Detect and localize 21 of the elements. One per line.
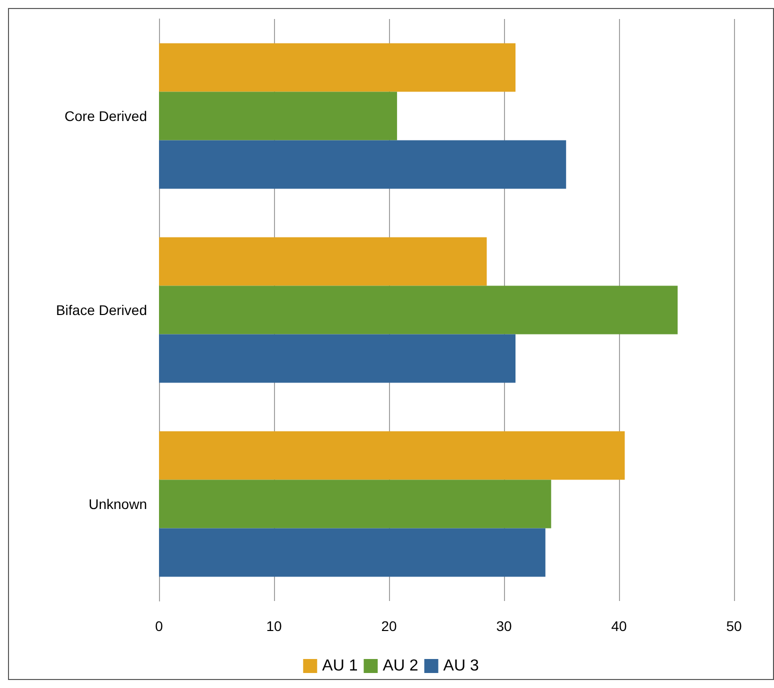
x-tick-label: 30 — [496, 618, 512, 634]
bar — [159, 92, 398, 140]
x-tick-label: 20 — [381, 618, 397, 634]
legend-label: AU 3 — [443, 658, 479, 674]
bar — [159, 43, 516, 92]
x-tick-label: 0 — [155, 618, 164, 634]
bar — [159, 237, 487, 286]
bar — [159, 480, 552, 528]
bar — [159, 528, 546, 577]
y-tick-label: Biface Derived — [56, 302, 147, 318]
x-tick-label: 50 — [726, 618, 742, 634]
x-tick-label: 40 — [611, 618, 627, 634]
x-tick-label: 10 — [266, 618, 282, 634]
y-tick-label: Unknown — [88, 496, 147, 512]
y-tick-label: Core Derived — [64, 108, 147, 124]
bar — [159, 140, 566, 189]
bar — [159, 431, 625, 480]
legend-label: AU 2 — [382, 658, 418, 674]
bar — [159, 334, 516, 383]
bar — [159, 286, 678, 334]
legend-label: AU 1 — [322, 658, 358, 674]
